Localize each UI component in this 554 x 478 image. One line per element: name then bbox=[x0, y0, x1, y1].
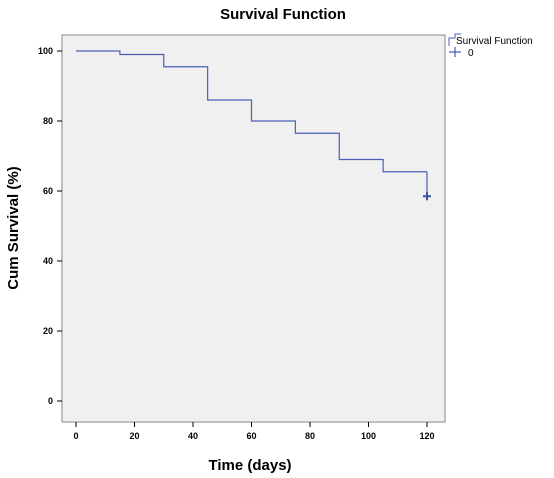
x-axis: 0 20 40 60 80 100 120 bbox=[73, 422, 435, 441]
y-tick-label: 20 bbox=[43, 326, 53, 336]
legend-plus-icon bbox=[449, 47, 461, 57]
y-tick-label: 80 bbox=[43, 116, 53, 126]
censored-marker bbox=[423, 192, 431, 201]
x-tick-label: 80 bbox=[305, 431, 315, 441]
legend: Survival Function 0 bbox=[448, 33, 533, 59]
legend-step-icon bbox=[448, 33, 461, 46]
x-axis-title: Time (days) bbox=[208, 457, 291, 474]
plot-area bbox=[61, 34, 446, 423]
x-tick-label: 40 bbox=[188, 431, 198, 441]
legend-item-survival-function: Survival Function bbox=[456, 36, 533, 47]
chart-title: Survival Function bbox=[220, 6, 346, 23]
y-tick-label: 100 bbox=[38, 46, 53, 56]
x-tick-label: 0 bbox=[73, 431, 78, 441]
y-tick-label: 40 bbox=[43, 256, 53, 266]
legend-item-censored: 0 bbox=[468, 48, 474, 59]
x-tick-label: 120 bbox=[419, 431, 434, 441]
y-tick-label: 60 bbox=[43, 186, 53, 196]
series-layer bbox=[76, 50, 431, 201]
x-tick-label: 60 bbox=[246, 431, 256, 441]
x-tick-label: 100 bbox=[361, 431, 376, 441]
y-axis: 0 20 40 60 80 100 bbox=[38, 46, 62, 406]
survival-step-line bbox=[76, 50, 427, 173]
y-axis-title: Cum Survival (%) bbox=[5, 166, 22, 289]
y-tick-label: 0 bbox=[48, 396, 53, 406]
x-tick-label: 20 bbox=[129, 431, 139, 441]
